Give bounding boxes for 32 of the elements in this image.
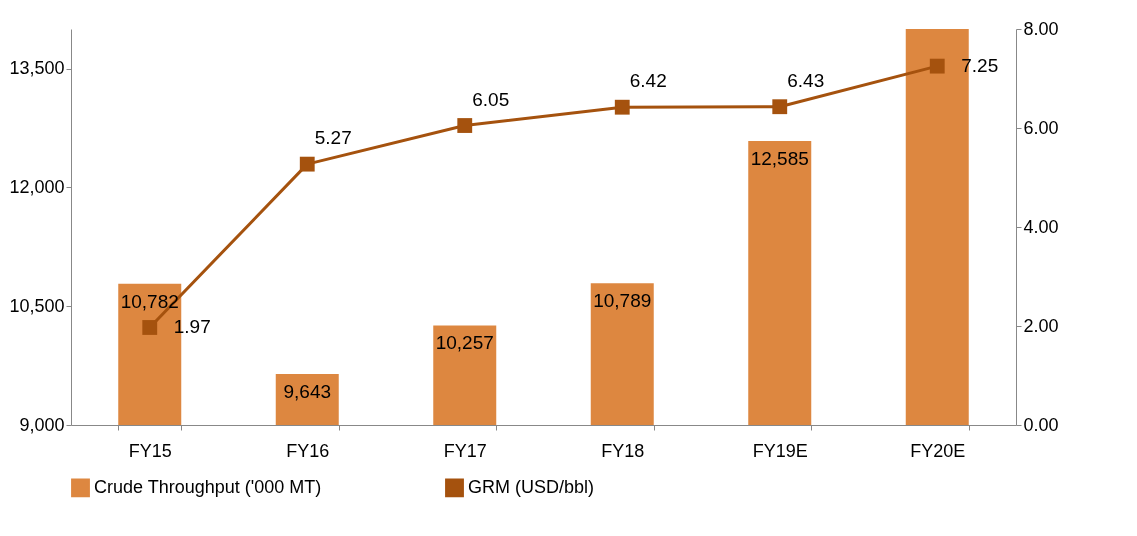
x-tick-label: FY15 [128,440,172,461]
y2-tick-label: 0.00 [1023,414,1059,435]
data-label: 10,789 [593,290,652,312]
y-tick-label: 12,000 [9,176,65,197]
point [299,156,315,172]
y-tick-label: 9,000 [19,414,65,435]
data-label: 5.27 [314,127,352,149]
y2-tick-label: 4.00 [1023,216,1059,237]
legend-label: GRM (USD/bbl) [468,476,595,497]
x-tick-label: FY19E [752,440,808,461]
point [614,99,630,115]
x-tick-label: FY16 [286,440,330,461]
y-tick-label: 13,500 [9,58,65,79]
x-tick-label: FY17 [443,440,487,461]
y2-tick-label: 6.00 [1023,117,1059,138]
data-label: 10,782 [120,290,179,312]
y2-tick-label: 8.00 [1023,18,1059,39]
x-tick-label: FY20E [910,440,966,461]
x-tick-label: FY18 [601,440,645,461]
point [142,320,158,335]
data-label: 6.05 [472,88,510,110]
point [929,58,945,74]
y-tick-label: 10,500 [9,295,65,316]
point [772,99,788,115]
data-label: 6.42 [629,70,667,92]
y2-tick-label: 2.00 [1023,315,1059,336]
legend-label: Crude Throughput ('000 MT) [94,476,322,497]
point [457,118,473,133]
data-label: 10,257 [435,332,494,354]
data-label: 12,585 [750,148,809,170]
data-label: 6.43 [787,69,825,91]
data-label: 9,643 [283,381,332,403]
